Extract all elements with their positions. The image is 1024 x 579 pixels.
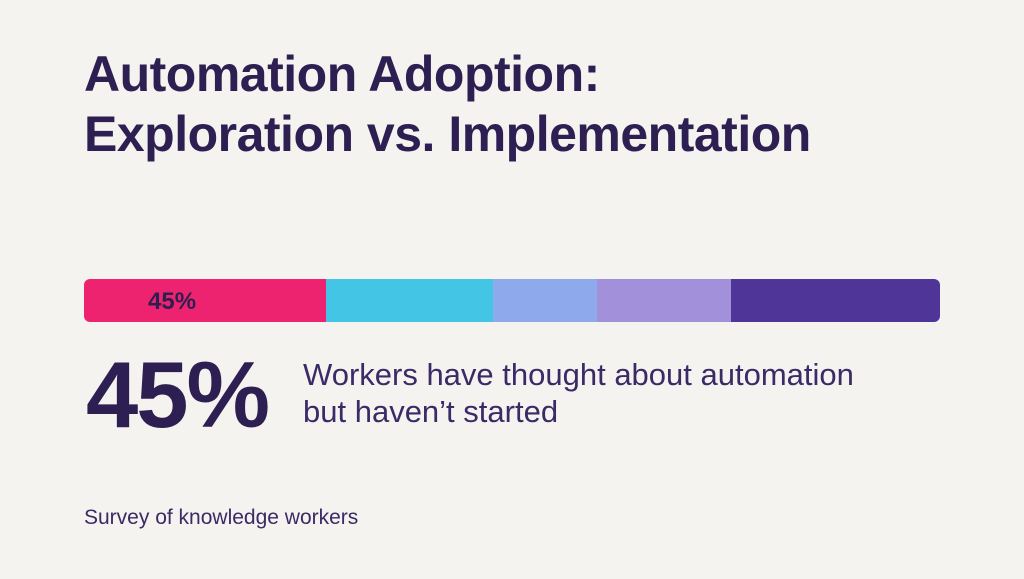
bar-segment-4 [597, 279, 731, 322]
bar-segment-2 [326, 279, 493, 322]
bar-segment-label: 45% [148, 288, 197, 315]
stacked-bar: 45% [84, 279, 940, 322]
stat-description-line-1: Workers have thought about automation [303, 357, 854, 392]
chart-title: Automation Adoption: Exploration vs. Imp… [84, 44, 811, 164]
stat-value: 45% [86, 342, 270, 447]
chart-title-line-2: Exploration vs. Implementation [84, 106, 811, 162]
bar-segment-3 [493, 279, 597, 322]
chart-title-line-1: Automation Adoption: [84, 46, 600, 102]
stat-description: Workers have thought about automation bu… [303, 356, 854, 430]
stat-description-line-2: but haven’t started [303, 394, 559, 429]
bar-segment-5 [731, 279, 940, 322]
source-note: Survey of knowledge workers [84, 506, 359, 529]
bar-segment-1: 45% [84, 279, 326, 322]
